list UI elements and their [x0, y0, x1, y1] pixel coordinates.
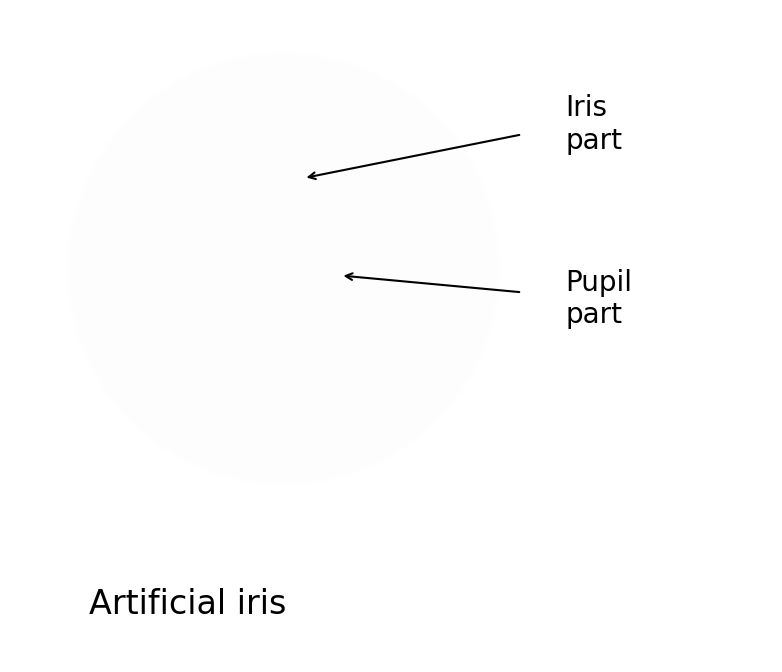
Circle shape [87, 73, 480, 466]
Circle shape [105, 90, 462, 448]
Circle shape [78, 64, 489, 474]
Circle shape [83, 68, 484, 470]
Circle shape [104, 89, 463, 448]
Circle shape [192, 178, 375, 360]
Circle shape [83, 69, 484, 469]
Circle shape [85, 71, 482, 467]
Circle shape [166, 151, 401, 386]
Circle shape [102, 87, 465, 450]
Circle shape [70, 55, 497, 482]
Circle shape [99, 83, 469, 454]
Circle shape [99, 85, 468, 453]
Circle shape [103, 88, 464, 450]
Circle shape [95, 81, 472, 457]
Ellipse shape [192, 181, 347, 336]
Text: Iris
part: Iris part [565, 94, 622, 155]
Circle shape [99, 84, 468, 454]
Circle shape [103, 89, 464, 449]
Circle shape [100, 85, 468, 452]
Circle shape [102, 87, 466, 451]
Circle shape [101, 86, 466, 452]
Ellipse shape [198, 186, 343, 331]
Circle shape [160, 144, 407, 393]
Circle shape [93, 79, 474, 459]
Circle shape [102, 87, 465, 450]
Ellipse shape [202, 190, 339, 327]
Circle shape [152, 138, 414, 400]
Circle shape [77, 62, 490, 476]
Circle shape [74, 59, 493, 478]
Circle shape [95, 81, 472, 457]
Circle shape [88, 73, 479, 465]
Circle shape [91, 77, 475, 461]
Circle shape [98, 83, 469, 454]
Circle shape [173, 158, 394, 380]
Circle shape [103, 89, 464, 449]
Circle shape [163, 148, 404, 390]
Text: Pupil
part: Pupil part [565, 269, 633, 329]
Circle shape [96, 81, 471, 456]
Circle shape [95, 81, 472, 457]
Circle shape [81, 66, 486, 472]
Ellipse shape [203, 192, 337, 326]
Circle shape [95, 81, 472, 457]
Circle shape [99, 85, 468, 453]
Text: Artificial iris: Artificial iris [88, 588, 286, 622]
Circle shape [100, 85, 467, 452]
Circle shape [104, 89, 463, 448]
Circle shape [97, 83, 470, 455]
Circle shape [90, 75, 477, 462]
Circle shape [67, 52, 500, 485]
Circle shape [97, 82, 470, 456]
Circle shape [96, 81, 471, 456]
Circle shape [99, 84, 468, 454]
Circle shape [98, 83, 469, 455]
Circle shape [179, 165, 388, 373]
Ellipse shape [186, 175, 354, 343]
Circle shape [101, 86, 466, 452]
Circle shape [72, 57, 495, 480]
Circle shape [102, 87, 465, 451]
Circle shape [92, 77, 475, 460]
Circle shape [102, 88, 465, 450]
Circle shape [96, 82, 471, 456]
Circle shape [84, 70, 482, 468]
Circle shape [89, 75, 478, 463]
Circle shape [100, 85, 467, 452]
